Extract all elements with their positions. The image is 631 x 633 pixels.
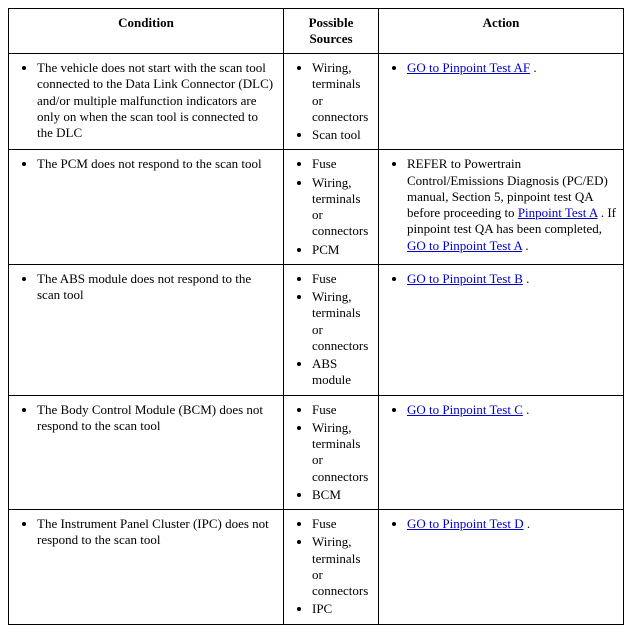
table-row: The PCM does not respond to the scan too… (9, 150, 624, 265)
action-list: GO to Pinpoint Test AF . (385, 60, 617, 76)
action-list: GO to Pinpoint Test B . (385, 271, 617, 287)
action-text-post: . (530, 60, 537, 75)
action-list: REFER to Powertrain Control/Emissions Di… (385, 156, 617, 254)
source-item: Fuse (312, 156, 372, 172)
action-cell: GO to Pinpoint Test AF . (379, 54, 624, 150)
source-item: Scan tool (312, 127, 372, 143)
table-row: The Body Control Module (BCM) does not r… (9, 395, 624, 510)
action-text-post: . (522, 238, 529, 253)
table-row: The vehicle does not start with the scan… (9, 54, 624, 150)
condition-text: The ABS module does not respond to the s… (37, 271, 277, 304)
source-item: IPC (312, 601, 372, 617)
action-item: GO to Pinpoint Test AF . (407, 60, 617, 76)
source-item: BCM (312, 487, 372, 503)
action-cell: GO to Pinpoint Test C . (379, 395, 624, 510)
source-item: Wiring, terminals or connectors (312, 289, 372, 354)
condition-cell: The ABS module does not respond to the s… (9, 264, 284, 395)
pinpoint-link[interactable]: GO to Pinpoint Test B (407, 271, 523, 286)
action-cell: GO to Pinpoint Test D . (379, 510, 624, 625)
pinpoint-link[interactable]: GO to Pinpoint Test D (407, 516, 524, 531)
condition-list: The PCM does not respond to the scan too… (15, 156, 277, 172)
condition-text: The Body Control Module (BCM) does not r… (37, 402, 277, 435)
table-body: The vehicle does not start with the scan… (9, 54, 624, 625)
condition-cell: The Instrument Panel Cluster (IPC) does … (9, 510, 284, 625)
sources-cell: Fuse Wiring, terminals or connectorsABS m… (284, 264, 379, 395)
sources-list: Fuse Wiring, terminals or connectorsABS m… (290, 271, 372, 389)
condition-text: The vehicle does not start with the scan… (37, 60, 277, 141)
source-item: ABS module (312, 356, 372, 389)
action-item: GO to Pinpoint Test C . (407, 402, 617, 418)
condition-list: The Body Control Module (BCM) does not r… (15, 402, 277, 435)
source-item: Wiring, terminals or connectors (312, 420, 372, 485)
condition-text: The Instrument Panel Cluster (IPC) does … (37, 516, 277, 549)
sources-cell: Fuse Wiring, terminals or connectors PCM (284, 150, 379, 265)
header-action: Action (379, 9, 624, 54)
source-item: Wiring, terminals or connectors (312, 175, 372, 240)
condition-list: The vehicle does not start with the scan… (15, 60, 277, 141)
diagnostic-table: Condition Possible Sources Action The ve… (8, 8, 624, 625)
action-text-post: . (524, 516, 531, 531)
sources-list: Fuse Wiring, terminals or connectors BCM (290, 402, 372, 504)
pinpoint-link[interactable]: GO to Pinpoint Test A (407, 238, 522, 253)
condition-cell: The Body Control Module (BCM) does not r… (9, 395, 284, 510)
action-item: GO to Pinpoint Test B . (407, 271, 617, 287)
source-item: Wiring, terminals or connectors (312, 534, 372, 599)
source-item: Fuse (312, 271, 372, 287)
table-row: The ABS module does not respond to the s… (9, 264, 624, 395)
condition-list: The Instrument Panel Cluster (IPC) does … (15, 516, 277, 549)
source-item: PCM (312, 242, 372, 258)
source-item: Fuse (312, 402, 372, 418)
source-item: Wiring, terminals or connectors (312, 60, 372, 125)
condition-cell: The vehicle does not start with the scan… (9, 54, 284, 150)
header-row: Condition Possible Sources Action (9, 9, 624, 54)
sources-list: Wiring, terminals or connectors Scan tool (290, 60, 372, 143)
pinpoint-link[interactable]: GO to Pinpoint Test C (407, 402, 523, 417)
sources-cell: Fuse Wiring, terminals or connectors IPC (284, 510, 379, 625)
sources-list: Fuse Wiring, terminals or connectors IPC (290, 516, 372, 618)
action-list: GO to Pinpoint Test D . (385, 516, 617, 532)
action-text-post: . (523, 402, 530, 417)
sources-cell: Fuse Wiring, terminals or connectors BCM (284, 395, 379, 510)
header-sources: Possible Sources (284, 9, 379, 54)
action-list: GO to Pinpoint Test C . (385, 402, 617, 418)
source-item: Fuse (312, 516, 372, 532)
sources-list: Fuse Wiring, terminals or connectors PCM (290, 156, 372, 258)
pinpoint-link[interactable]: GO to Pinpoint Test AF (407, 60, 530, 75)
action-text-post: . (523, 271, 530, 286)
condition-cell: The PCM does not respond to the scan too… (9, 150, 284, 265)
action-cell: REFER to Powertrain Control/Emissions Di… (379, 150, 624, 265)
pinpoint-link[interactable]: Pinpoint Test A (518, 205, 598, 220)
action-item: GO to Pinpoint Test D . (407, 516, 617, 532)
table-row: The Instrument Panel Cluster (IPC) does … (9, 510, 624, 625)
action-cell: GO to Pinpoint Test B . (379, 264, 624, 395)
sources-cell: Wiring, terminals or connectors Scan tool (284, 54, 379, 150)
condition-list: The ABS module does not respond to the s… (15, 271, 277, 304)
action-item: REFER to Powertrain Control/Emissions Di… (407, 156, 617, 254)
condition-text: The PCM does not respond to the scan too… (37, 156, 277, 172)
header-condition: Condition (9, 9, 284, 54)
